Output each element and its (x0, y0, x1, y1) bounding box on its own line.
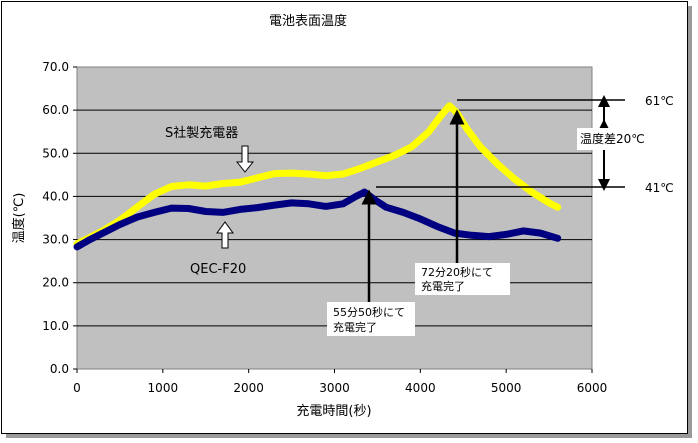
x-tick-label: 2000 (233, 381, 264, 395)
x-tick-label: 5000 (491, 381, 522, 395)
y-tick-label: 30.0 (42, 233, 69, 247)
y-tick-label: 10.0 (42, 319, 69, 333)
y-tick-label: 70.0 (42, 60, 69, 74)
peak-q-label: 41℃ (645, 181, 674, 195)
q-done-line2: 充電完了 (333, 320, 377, 334)
series-layer (73, 102, 562, 251)
s-done-line2: 充電完了 (421, 279, 465, 293)
y-tick-label: 40.0 (42, 189, 69, 203)
y-axis-label: 温度(℃) (11, 193, 27, 244)
s-done-box (415, 263, 510, 295)
x-tick-label: 1000 (148, 381, 179, 395)
y-tick-label: 20.0 (42, 276, 69, 290)
q-done-line1: 55分50秒にて (333, 305, 405, 319)
x-axis-label: 充電時間(秒) (296, 403, 371, 419)
s-done-line1: 72分20秒にて (421, 265, 493, 279)
x-tick-label: 0 (73, 381, 81, 395)
series-line-0 (73, 102, 562, 248)
s-series-label: S社製充電器 (165, 125, 238, 141)
diff-label: 温度差20℃ (580, 131, 645, 146)
y-axis-ticks: 0.0 10.0 20.0 30.0 40.0 50.0 60.0 70.0 (42, 60, 77, 376)
y-tick-label: 60.0 (42, 103, 69, 117)
x-tick-label: 4000 (405, 381, 436, 395)
diff-label-box (577, 128, 633, 150)
peak-s-label: 61℃ (645, 94, 674, 108)
q-done-box (327, 302, 415, 336)
q-series-label: QEC-F20 (190, 262, 246, 277)
s-label-arrow (235, 145, 255, 173)
x-tick-label: 6000 (577, 381, 608, 395)
series-line-1 (73, 188, 562, 251)
y-tick-label: 0.0 (50, 362, 69, 376)
y-tick-label: 50.0 (42, 146, 69, 160)
chart-title: 電池表面温度 (269, 13, 347, 29)
x-axis-ticks: 0 1000 2000 3000 4000 5000 6000 (73, 369, 607, 395)
q-label-arrow (216, 221, 234, 249)
x-tick-label: 3000 (319, 381, 350, 395)
